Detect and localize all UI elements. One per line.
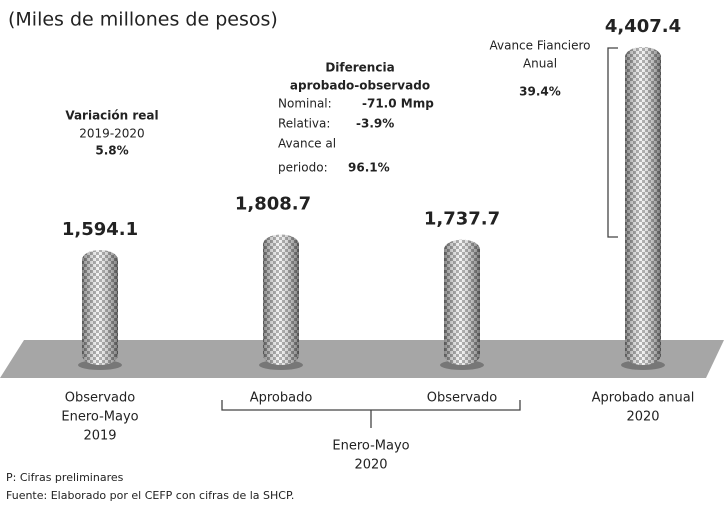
note-title: Diferencia [325, 61, 394, 75]
note-title: Variación real [65, 109, 158, 123]
bar-shade [82, 249, 118, 365]
group-label: Enero-Mayo [332, 439, 409, 454]
note-value: 5.8% [95, 144, 128, 158]
bar-shade [625, 47, 661, 365]
group-label: 2020 [354, 458, 387, 473]
note-text: periodo: [278, 161, 328, 175]
value-label: 4,407.4 [605, 16, 681, 37]
x-tick-label: Aprobado [250, 391, 313, 406]
group-bracket [221, 400, 521, 428]
note-text: Relativa: [278, 117, 330, 131]
x-tick-label: 2020 [626, 410, 659, 425]
note-title: Avance Fianciero [489, 39, 590, 53]
note-text: Nominal: [278, 97, 332, 111]
x-tick-label: Aprobado anual [592, 391, 695, 406]
x-tick-label: Observado [65, 391, 136, 406]
note-text: Avance al [278, 137, 336, 151]
floor [0, 340, 724, 378]
subtitle: (Miles de millones de pesos) [8, 9, 278, 31]
avance-note: Avance Fianciero Anual 39.4% [489, 39, 590, 99]
note-text: 2019-2020 [79, 127, 144, 141]
footnote: P: Cifras preliminares [6, 471, 124, 484]
note-value: 96.1% [348, 161, 390, 175]
note-value: -71.0 Mmp [362, 97, 434, 111]
x-tick-label: Observado [427, 391, 498, 406]
value-label: 1,737.7 [424, 209, 500, 230]
x-tick-label: Enero-Mayo [61, 410, 138, 425]
diferencia-note: Diferencia aprobado-observado Nominal: -… [278, 61, 434, 175]
footnote: Fuente: Elaborado por el CEFP con cifras… [6, 489, 294, 502]
bar-shade [263, 234, 299, 365]
bracket [607, 47, 618, 238]
value-label: 1,594.1 [62, 219, 138, 240]
note-title: Anual [523, 57, 557, 71]
note-value: -3.9% [356, 117, 394, 131]
variacion-note: Variación real 2019-2020 5.8% [65, 109, 158, 158]
note-value: 39.4% [519, 85, 561, 99]
x-tick-label: 2019 [83, 429, 116, 444]
value-label: 1,808.7 [235, 193, 311, 214]
bar-shade [444, 239, 480, 365]
note-title: aprobado-observado [290, 79, 430, 93]
